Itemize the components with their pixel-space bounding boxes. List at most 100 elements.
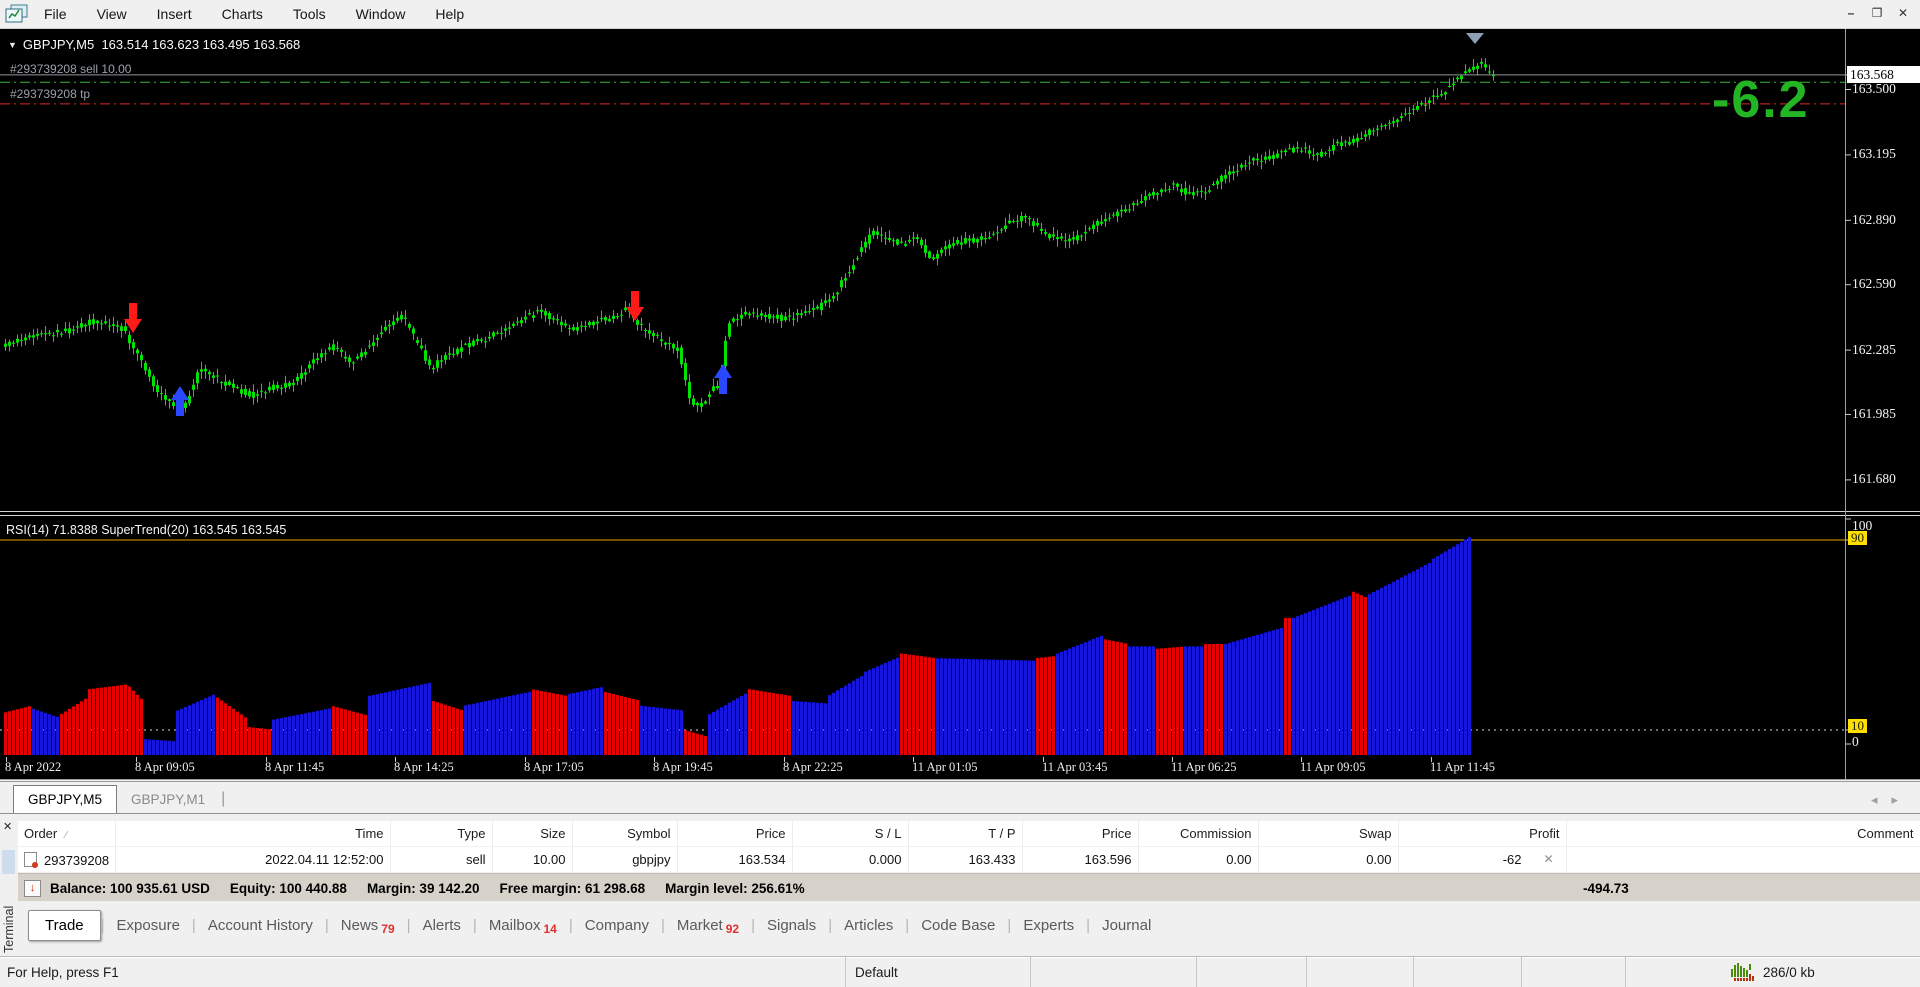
terminal-tab-mailbox[interactable]: Mailbox 14	[488, 916, 557, 936]
terminal-tab-signals[interactable]: Signals	[766, 916, 817, 934]
margin-level-value: Margin level: 256.61%	[665, 880, 805, 896]
terminal-tab-experts[interactable]: Experts	[1023, 916, 1075, 934]
column-header-symbol[interactable]: Symbol	[572, 821, 678, 847]
status-cell	[1521, 957, 1625, 987]
column-header-time[interactable]: Time	[115, 821, 391, 847]
order-cell: sell	[390, 846, 493, 873]
menu-item-file[interactable]: File	[44, 6, 67, 22]
column-header-size[interactable]: Size	[492, 821, 573, 847]
equity-value: Equity: 100 440.88	[229, 880, 347, 896]
rsi-axis-label: 90	[1848, 531, 1867, 545]
terminal-tab-code-base[interactable]: Code Base	[921, 916, 996, 934]
sort-ascending-icon	[65, 830, 67, 841]
terminal-gutter: Terminal	[0, 814, 18, 957]
time-axis-label: 11 Apr 01:05	[912, 760, 978, 774]
order-id-cell[interactable]: 293739208	[18, 846, 116, 873]
tab-scroll-arrows	[1871, 792, 1912, 808]
column-header-profit[interactable]: Profit	[1398, 821, 1567, 847]
menu-item-window[interactable]: Window	[355, 6, 406, 22]
terminal-tab-bar: Trade | Exposure | Account History | News 79 | Al…	[18, 901, 1920, 949]
price-tick-label: 163.195	[1852, 146, 1896, 162]
chart-tab-gbpjpy-m1[interactable]: GBPJPY,M1	[131, 792, 206, 807]
menu-item-charts[interactable]: Charts	[221, 6, 263, 22]
menu-item-insert[interactable]: Insert	[156, 6, 192, 22]
status-help-text: For Help, press F1	[7, 965, 119, 980]
tab-separator: |	[472, 916, 477, 934]
column-header-price[interactable]: Price	[677, 821, 793, 847]
terminal-tab-exposure[interactable]: Exposure	[116, 916, 180, 934]
order-cell: 163.534	[677, 846, 793, 873]
tab-badge: 92	[725, 921, 740, 936]
terminal-panel: Terminal OrderTimeTypeSizeSymbolPriceS /…	[0, 813, 1920, 957]
column-header-sl[interactable]: S / L	[792, 821, 909, 847]
terminal-tab-market[interactable]: Market 92	[676, 916, 740, 936]
column-header-swap[interactable]: Swap	[1258, 821, 1399, 847]
time-axis-label: 8 Apr 2022	[5, 760, 62, 774]
comment-cell	[1566, 846, 1920, 873]
price-tick-label: 162.890	[1852, 211, 1896, 227]
terminal-tab-company[interactable]: Company	[584, 916, 649, 934]
chart-tab-bar: GBPJPY,M5 GBPJPY,M1 |	[0, 781, 1920, 814]
tab-separator: |	[568, 916, 573, 934]
order-document-icon	[24, 851, 38, 868]
tab-separator: |	[100, 916, 105, 934]
status-cell	[1306, 957, 1413, 987]
column-header-commission[interactable]: Commission	[1138, 821, 1259, 847]
terminal-tab-alerts[interactable]: Alerts	[422, 916, 461, 934]
floating-pl-value: -494.73	[1583, 880, 1629, 896]
column-header-tp[interactable]: T / P	[908, 821, 1023, 847]
order-cell: 0.00	[1258, 846, 1399, 873]
tab-separator: |	[828, 916, 833, 934]
tab-scroll-left-icon[interactable]	[1871, 792, 1892, 807]
rsi-axis-label: 0	[1852, 734, 1859, 749]
gutter-highlight	[2, 850, 15, 874]
tab-separator: |	[191, 916, 196, 934]
tab-badge: 14	[543, 921, 557, 936]
menu-item-view[interactable]: View	[96, 6, 127, 22]
column-header-order[interactable]: Order	[18, 821, 116, 847]
tab-separator: |	[1086, 916, 1091, 934]
tab-separator: |	[221, 790, 226, 807]
chart-tab-gbpjpy-m5[interactable]: GBPJPY,M5	[13, 785, 118, 814]
window-controls	[1838, 2, 1916, 24]
tab-scroll-right-icon[interactable]	[1891, 792, 1912, 807]
price-tick-label: 162.285	[1852, 341, 1896, 357]
tab-separator: |	[1007, 916, 1012, 934]
close-position-icon[interactable]	[1543, 852, 1553, 866]
terminal-tab-journal[interactable]: Journal	[1102, 916, 1152, 934]
column-header-price[interactable]: Price	[1022, 821, 1139, 847]
terminal-vertical-label: Terminal	[2, 905, 16, 953]
rsi-axis-label: 100	[1852, 518, 1873, 533]
time-axis-label: 8 Apr 11:45	[265, 760, 325, 774]
close-icon[interactable]	[1890, 2, 1916, 24]
legend-ohlc: 163.514 163.623 163.495 163.568	[101, 37, 301, 52]
terminal-tab-articles[interactable]: Articles	[844, 916, 894, 934]
order-cell: 2022.04.11 12:52:00	[115, 846, 391, 873]
menu-item-help[interactable]: Help	[435, 6, 465, 22]
price-tick-label: 161.985	[1852, 405, 1896, 421]
profile-selector[interactable]: Default	[845, 957, 1030, 987]
tab-separator: |	[751, 916, 755, 934]
time-axis-label: 8 Apr 19:45	[653, 760, 713, 774]
order-row[interactable]: 293739208 2022.04.11 12:52:00 sell 10.00 gbp…	[18, 846, 1920, 873]
terminal-tab-news[interactable]: News 79	[340, 916, 395, 936]
free-margin-value: Free margin: 61 298.68	[499, 880, 646, 896]
terminal-tab-trade[interactable]: Trade	[28, 909, 101, 941]
terminal-close-icon[interactable]	[3, 822, 12, 833]
column-header-type[interactable]: Type	[390, 821, 493, 847]
traffic-text: 286/0 kb	[1763, 965, 1815, 980]
menu-item-tools[interactable]: Tools	[292, 6, 326, 22]
column-header-comment[interactable]: Comment	[1566, 821, 1920, 847]
time-axis-label: 11 Apr 09:05	[1300, 760, 1366, 774]
tab-separator: |	[905, 916, 910, 934]
terminal-tab-account-history[interactable]: Account History	[207, 916, 313, 934]
order-tp-label: #293739208 tp	[10, 87, 91, 101]
legend-symbol: GBPJPY,M5	[22, 37, 95, 52]
restore-icon[interactable]	[1864, 2, 1890, 24]
time-axis-label: 11 Apr 03:45	[1042, 760, 1108, 774]
orders-table-header[interactable]: OrderTimeTypeSizeSymbolPriceS / LT / PPr…	[18, 821, 1920, 847]
time-axis-label: 11 Apr 06:25	[1171, 760, 1237, 774]
minimize-icon[interactable]	[1838, 2, 1864, 24]
floating-points-label: -6.2	[1712, 71, 1810, 129]
